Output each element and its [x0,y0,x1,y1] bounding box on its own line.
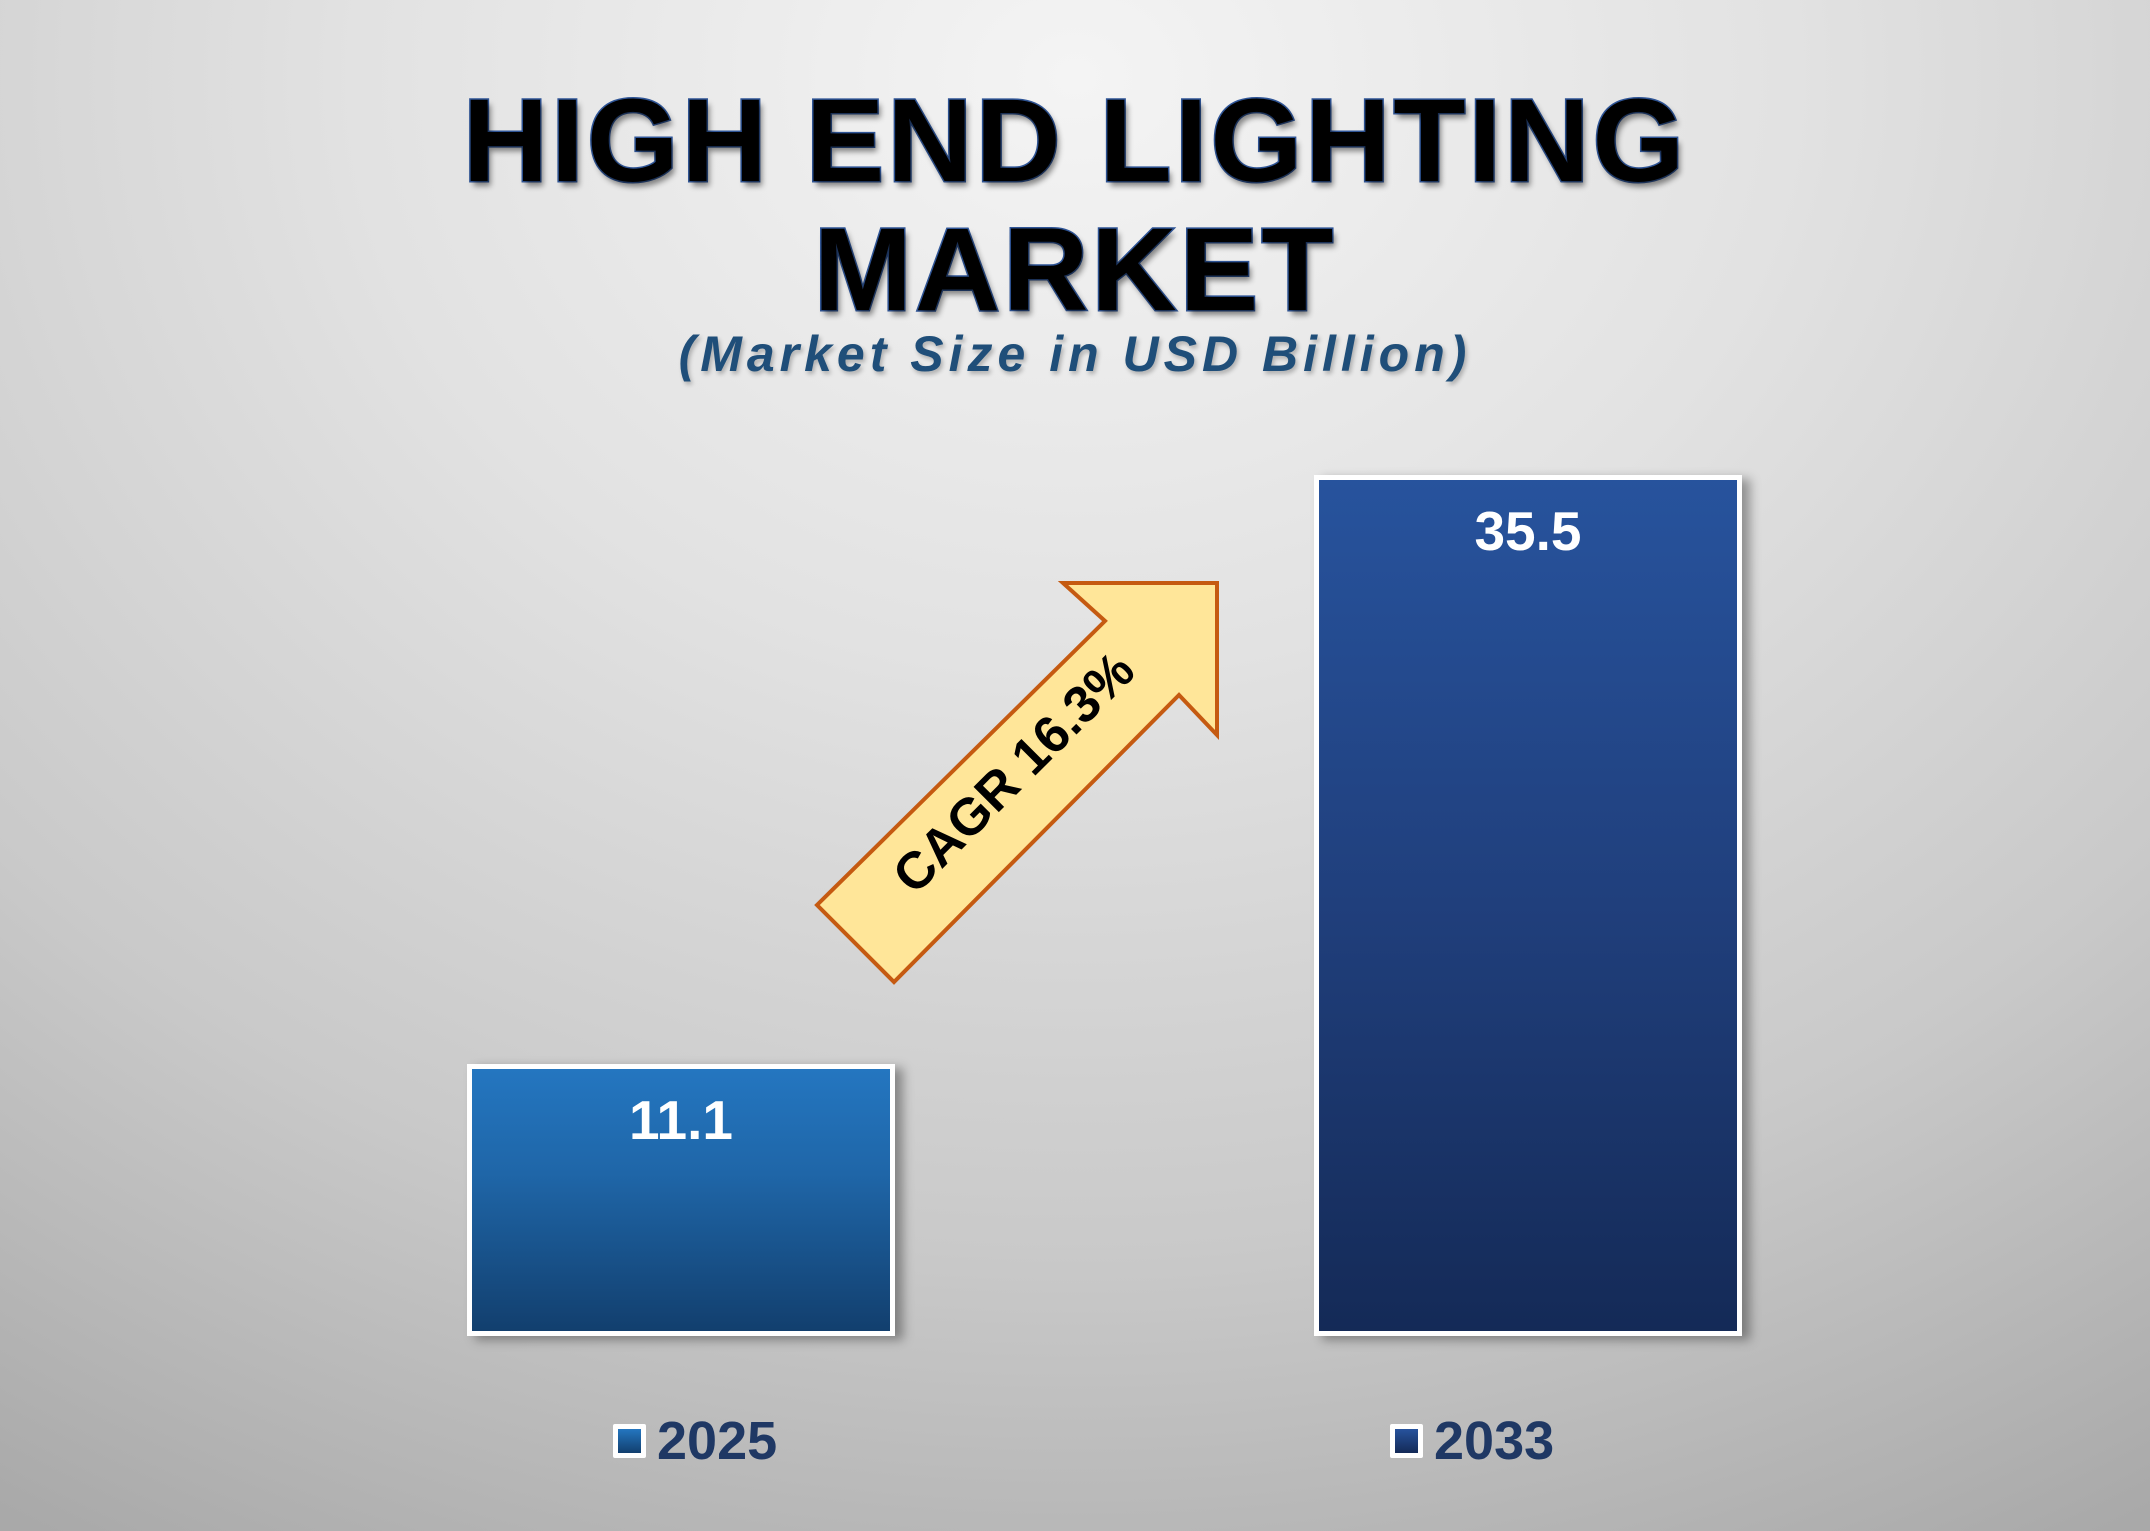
bar-2025: 11.1 [467,1064,895,1336]
bar-value-label-2025: 11.1 [628,1089,733,1151]
chart-subtitle: (Market Size in USD Billion) [678,326,1472,382]
legend-square-icon [613,1424,646,1458]
chart-title-line-1: HIGH END LIGHTING [461,75,1688,207]
bar-2033: 35.5 [1314,475,1742,1336]
legend-item-2033: 2033 [1390,1414,1554,1468]
legend-label-2025: 2025 [657,1411,778,1471]
bar-value-label-2033: 35.5 [1474,500,1582,562]
chart-title-line-2: MARKET [812,204,1337,336]
legend-square-icon [1390,1424,1423,1458]
cagr-label: CAGR 16.3% [882,641,1146,905]
legend-label-2033: 2033 [1434,1411,1555,1471]
legend-item-2025: 2025 [613,1414,777,1468]
